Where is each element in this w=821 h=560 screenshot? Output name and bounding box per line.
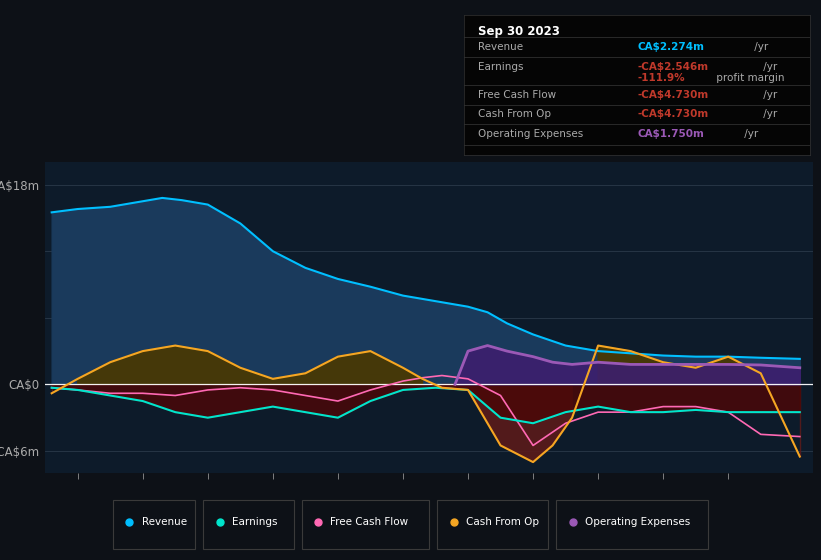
Text: -CA$2.546m: -CA$2.546m [637,62,709,72]
Text: Cash From Op: Cash From Op [466,517,539,527]
Text: Sep 30 2023: Sep 30 2023 [478,25,560,38]
Text: -CA$4.730m: -CA$4.730m [637,109,709,119]
Text: -CA$4.730m: -CA$4.730m [637,90,709,100]
Text: Revenue: Revenue [141,517,186,527]
Text: Revenue: Revenue [478,42,523,52]
Text: Free Cash Flow: Free Cash Flow [330,517,409,527]
FancyBboxPatch shape [112,500,195,549]
FancyBboxPatch shape [438,500,548,549]
Text: /yr: /yr [759,109,777,119]
Text: /yr: /yr [759,90,777,100]
Text: CA$1.750m: CA$1.750m [637,129,704,139]
Text: -111.9%: -111.9% [637,73,685,83]
Text: /yr: /yr [759,62,777,72]
FancyBboxPatch shape [557,500,709,549]
Text: /yr: /yr [751,42,768,52]
Text: Operating Expenses: Operating Expenses [585,517,690,527]
Text: Operating Expenses: Operating Expenses [478,129,583,139]
Text: Free Cash Flow: Free Cash Flow [478,90,556,100]
FancyBboxPatch shape [203,500,294,549]
Text: Earnings: Earnings [232,517,277,527]
Text: CA$2.274m: CA$2.274m [637,42,704,52]
Text: profit margin: profit margin [713,73,785,83]
Text: /yr: /yr [741,129,758,139]
FancyBboxPatch shape [301,500,429,549]
Text: Earnings: Earnings [478,62,523,72]
Text: Cash From Op: Cash From Op [478,109,551,119]
